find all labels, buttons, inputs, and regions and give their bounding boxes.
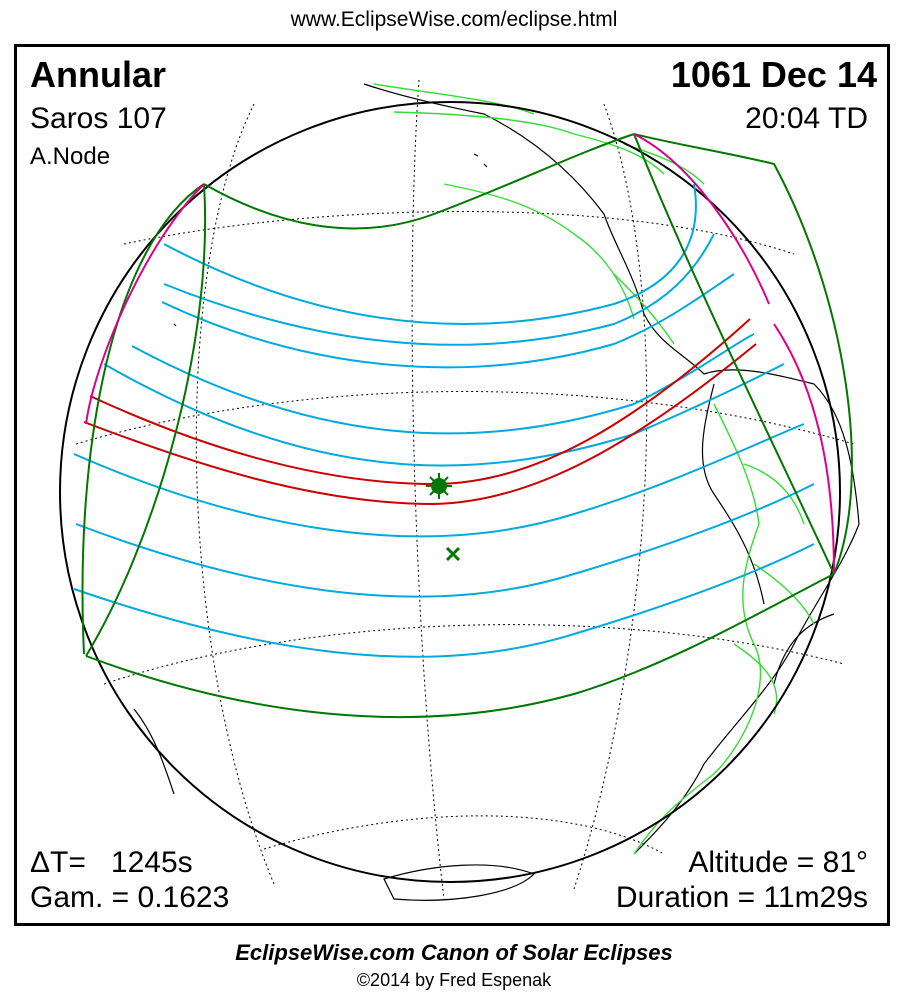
eclipse-date: 1061 Dec 14 [670,54,877,95]
source-url: www.EclipseWise.com/eclipse.html [290,8,618,31]
political-borders [373,83,815,855]
central-path [83,318,757,506]
sun-altitude: Altitude = 81° [688,846,868,879]
node: A.Node [30,143,111,170]
rise-set-curves [85,133,835,575]
copyright: ©2014 by Fred Espenak [356,970,552,990]
graticule [75,79,855,900]
central-duration: Duration = 11m29s [615,881,868,914]
greatest-eclipse-star [426,473,452,499]
delta-t: ΔT= 1245s [30,846,193,879]
partial-limit-curves [73,183,815,658]
eclipse-type: Annular [30,54,167,95]
saros-number: Saros 107 [30,102,167,135]
sub-solar-point-cross [445,546,461,562]
eclipse-globe-map [59,79,860,901]
globe-outline [59,101,841,883]
canon-title: EclipseWise.com Canon of Solar Eclipses [235,940,673,965]
coastlines [133,83,860,901]
eclipse-time: 20:04 TD [745,102,868,135]
outer-limits [81,133,853,718]
map-frame [14,44,890,926]
gamma: Gam. = 0.1623 [30,881,230,914]
